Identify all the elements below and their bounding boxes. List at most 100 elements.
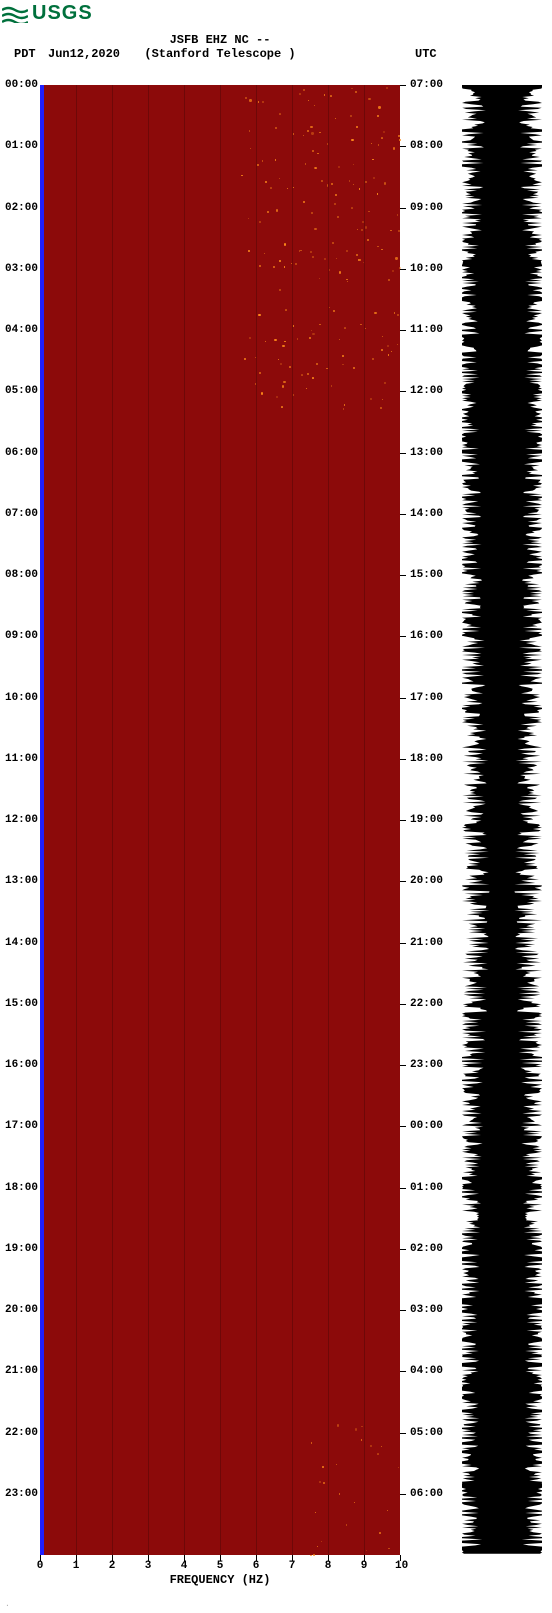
y-right-label: 15:00 (410, 569, 443, 581)
gridline-v (220, 85, 221, 1555)
footnote: . (5, 1600, 10, 1609)
gridline-v (364, 85, 365, 1555)
left-timezone: PDT (14, 47, 36, 61)
y-left-label: 10:00 (0, 692, 38, 704)
date-label: Jun12,2020 (48, 47, 120, 61)
gridline-v (148, 85, 149, 1555)
y-left-label: 00:00 (0, 79, 38, 91)
y-right-tick (400, 698, 406, 699)
usgs-logo: USGS (2, 2, 93, 25)
y-left-label: 22:00 (0, 1427, 38, 1439)
y-right-label: 22:00 (410, 998, 443, 1010)
y-right-label: 08:00 (410, 140, 443, 152)
spectrogram-bluebar (40, 85, 44, 1555)
y-left-label: 06:00 (0, 447, 38, 459)
y-right-tick (400, 1126, 406, 1127)
y-left-label: 23:00 (0, 1488, 38, 1500)
figure: USGS JSFB EHZ NC -- (Stanford Telescope … (0, 0, 552, 1613)
gridline-v (76, 85, 77, 1555)
station-title: JSFB EHZ NC -- (0, 33, 440, 47)
y-right-label: 05:00 (410, 1427, 443, 1439)
y-right-label: 03:00 (410, 1304, 443, 1316)
y-right-label: 18:00 (410, 753, 443, 765)
y-left-label: 09:00 (0, 630, 38, 642)
y-right-label: 04:00 (410, 1365, 443, 1377)
y-right-label: 06:00 (410, 1488, 443, 1500)
y-right-tick (400, 1310, 406, 1311)
y-right-tick (400, 146, 406, 147)
x-tick-label: 6 (251, 1560, 261, 1572)
y-right-tick (400, 820, 406, 821)
x-tick-label: 1 (71, 1560, 81, 1572)
y-right-label: 19:00 (410, 814, 443, 826)
y-left-label: 13:00 (0, 875, 38, 887)
gridline-v (184, 85, 185, 1555)
x-tick-label: 8 (323, 1560, 333, 1572)
y-right-label: 13:00 (410, 447, 443, 459)
y-right-tick (400, 759, 406, 760)
gridline-v (256, 85, 257, 1555)
wave-icon (2, 5, 28, 23)
y-right-label: 16:00 (410, 630, 443, 642)
y-left-label: 18:00 (0, 1182, 38, 1194)
y-right-tick (400, 881, 406, 882)
gridline-v (112, 85, 113, 1555)
x-tick-label: 10 (395, 1560, 405, 1572)
y-left-label: 11:00 (0, 753, 38, 765)
y-left-label: 17:00 (0, 1120, 38, 1132)
y-right-tick (400, 391, 406, 392)
y-right-label: 14:00 (410, 508, 443, 520)
y-right-label: 09:00 (410, 202, 443, 214)
y-right-tick (400, 575, 406, 576)
x-axis-label: FREQUENCY (HZ) (40, 1573, 400, 1587)
y-right-label: 10:00 (410, 263, 443, 275)
y-left-label: 01:00 (0, 140, 38, 152)
y-right-tick (400, 1065, 406, 1066)
y-right-tick (400, 514, 406, 515)
usgs-logo-text: USGS (32, 2, 93, 25)
y-left-label: 03:00 (0, 263, 38, 275)
gridline-v (292, 85, 293, 1555)
x-tick-label: 3 (143, 1560, 153, 1572)
y-right-tick (400, 1188, 406, 1189)
y-right-tick (400, 1004, 406, 1005)
y-left-label: 08:00 (0, 569, 38, 581)
x-tick-label: 5 (215, 1560, 225, 1572)
y-right-tick (400, 943, 406, 944)
y-right-tick (400, 1494, 406, 1495)
y-right-label: 11:00 (410, 324, 443, 336)
x-tick-label: 2 (107, 1560, 117, 1572)
y-right-label: 07:00 (410, 79, 443, 91)
y-right-label: 23:00 (410, 1059, 443, 1071)
y-right-tick (400, 330, 406, 331)
y-right-label: 02:00 (410, 1243, 443, 1255)
x-tick-label: 0 (35, 1560, 45, 1572)
y-left-label: 05:00 (0, 385, 38, 397)
y-left-label: 16:00 (0, 1059, 38, 1071)
y-right-tick (400, 453, 406, 454)
y-left-label: 02:00 (0, 202, 38, 214)
y-left-label: 12:00 (0, 814, 38, 826)
y-right-tick (400, 85, 406, 86)
y-right-label: 20:00 (410, 875, 443, 887)
x-tick-label: 7 (287, 1560, 297, 1572)
y-right-label: 21:00 (410, 937, 443, 949)
y-left-label: 04:00 (0, 324, 38, 336)
y-right-label: 12:00 (410, 385, 443, 397)
gridline-v (328, 85, 329, 1555)
y-left-label: 15:00 (0, 998, 38, 1010)
y-left-label: 20:00 (0, 1304, 38, 1316)
y-right-label: 17:00 (410, 692, 443, 704)
y-right-tick (400, 636, 406, 637)
y-right-tick (400, 1249, 406, 1250)
y-right-tick (400, 269, 406, 270)
right-timezone: UTC (415, 47, 437, 61)
y-left-label: 07:00 (0, 508, 38, 520)
y-right-tick (400, 208, 406, 209)
y-left-label: 14:00 (0, 937, 38, 949)
waveform-panel (462, 85, 542, 1555)
y-left-label: 21:00 (0, 1365, 38, 1377)
x-tick-label: 4 (179, 1560, 189, 1572)
y-right-tick (400, 1433, 406, 1434)
x-tick-label: 9 (359, 1560, 369, 1572)
